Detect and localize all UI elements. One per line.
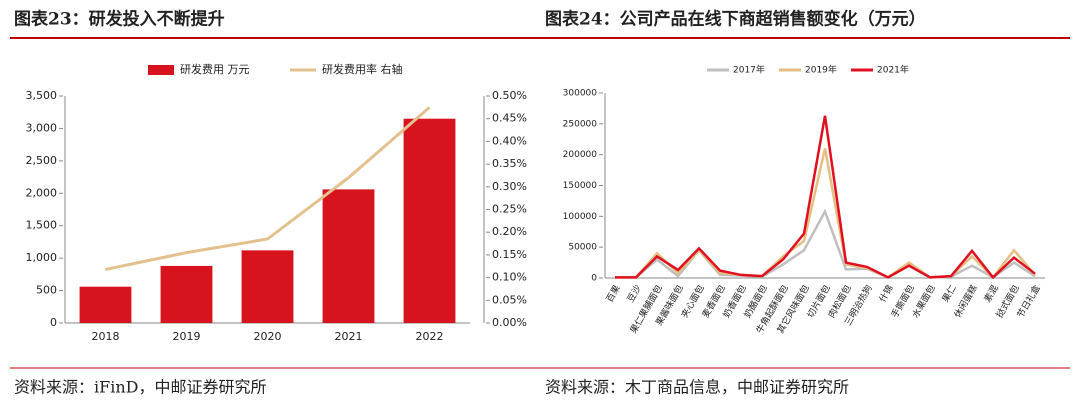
tick-label: 2,000: [26, 186, 58, 199]
x-tick-label: 豆沙: [625, 283, 644, 304]
bar: [403, 118, 456, 323]
tick-label: 3,500: [26, 89, 58, 102]
tick-label: 0.40%: [492, 134, 527, 147]
x-tick-label: 2018: [92, 330, 120, 343]
line: [615, 208, 1036, 279]
tick-label: 0.45%: [492, 112, 527, 125]
tick-label: 100000: [563, 212, 598, 222]
x-tick-label: 果仁: [939, 283, 958, 305]
tick-label: 0.35%: [492, 157, 527, 170]
tick-label: 0.15%: [492, 248, 527, 261]
tick-label: 500: [36, 284, 57, 297]
x-tick-label: 什锦: [876, 283, 895, 305]
tick-label: 0.00%: [492, 316, 527, 329]
x-tick-label: 2020: [254, 330, 282, 343]
tick-label: 0: [50, 316, 57, 329]
tick-label: 0.10%: [492, 271, 527, 284]
legend-swatch: [148, 65, 174, 75]
legend-label: 研发费用率 右轴: [322, 62, 403, 76]
source: 资料来源：木丁商品信息，中邮证券研究所: [545, 378, 849, 397]
legend-label: 2021年: [877, 64, 909, 76]
line: [615, 148, 1036, 280]
tick-label: 0.30%: [492, 180, 527, 193]
x-tick-label: 2022: [416, 330, 444, 343]
tick-label: 300000: [563, 89, 598, 99]
tick-label: 150000: [563, 181, 598, 191]
x-tick-label: 2021: [335, 330, 363, 343]
bar: [241, 250, 294, 323]
tick-label: 1,500: [26, 219, 58, 232]
tick-label: 3,000: [26, 121, 58, 134]
tick-label: 2,500: [26, 154, 58, 167]
line: [105, 106, 431, 271]
bar: [79, 286, 132, 323]
tick-label: 0.20%: [492, 225, 527, 238]
bar: [160, 265, 213, 323]
tick-label: 1,000: [26, 251, 58, 264]
chart-title: 图表24：公司产品在线下商超销售额变化（万元）: [545, 9, 926, 30]
line: [615, 115, 1036, 280]
legend-label: 2017年: [733, 64, 765, 76]
tick-label: 0.50%: [492, 89, 527, 102]
source: 资料来源：iFinD，中邮证券研究所: [14, 378, 266, 397]
x-tick-label: 百果: [604, 283, 623, 304]
legend-label: 2019年: [805, 64, 837, 76]
tick-label: 0.05%: [492, 293, 527, 306]
tick-label: 0.25%: [492, 203, 527, 216]
x-tick-label: 2019: [173, 330, 201, 343]
tick-label: 50000: [568, 243, 597, 253]
chart-title: 图表23：研发投入不断提升: [14, 9, 225, 30]
legend-label: 研发费用 万元: [180, 62, 250, 76]
x-tick-label: 素混: [981, 283, 1000, 305]
tick-label: 0: [591, 274, 597, 284]
tick-label: 200000: [563, 150, 598, 160]
bar: [322, 189, 375, 323]
tick-label: 250000: [563, 119, 598, 129]
